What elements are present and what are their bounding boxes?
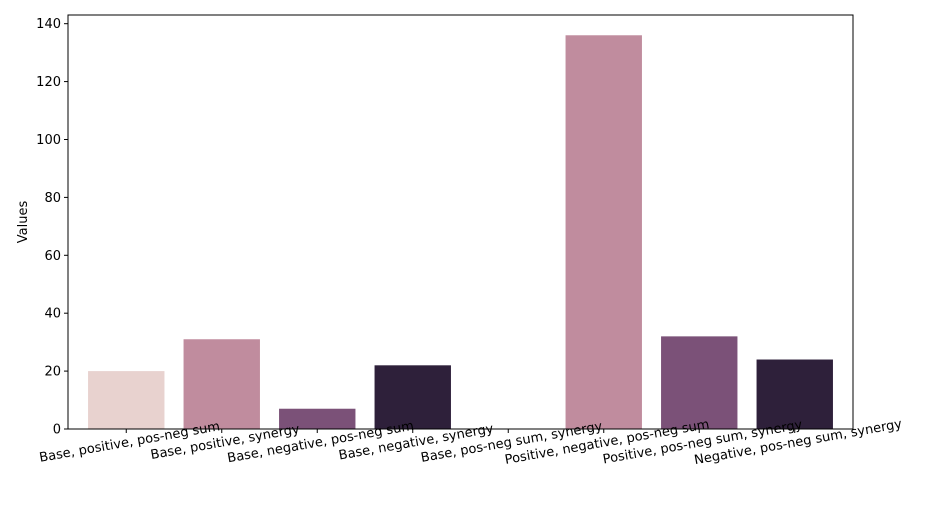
y-tick-label: 20 xyxy=(44,365,61,380)
y-tick-label: 100 xyxy=(36,133,61,148)
bar-2 xyxy=(183,339,260,429)
bar-6 xyxy=(565,35,642,430)
bars-layer xyxy=(88,35,833,430)
y-tick-label: 40 xyxy=(44,307,61,322)
y-tick-label: 140 xyxy=(36,17,61,32)
y-axis: 0 20 40 60 80 100 120 140 xyxy=(36,17,68,438)
bar-4 xyxy=(374,365,451,429)
plot-frame xyxy=(67,14,854,430)
y-axis-label: Values xyxy=(16,201,31,244)
bar-8 xyxy=(756,359,833,429)
bar-3 xyxy=(279,408,356,429)
bar-7 xyxy=(661,336,738,429)
bar-1 xyxy=(88,371,165,429)
y-tick-label: 80 xyxy=(44,191,61,206)
y-tick-label: 120 xyxy=(36,75,61,90)
y-tick-label: 0 xyxy=(53,423,61,438)
y-tick-label: 60 xyxy=(44,249,61,264)
